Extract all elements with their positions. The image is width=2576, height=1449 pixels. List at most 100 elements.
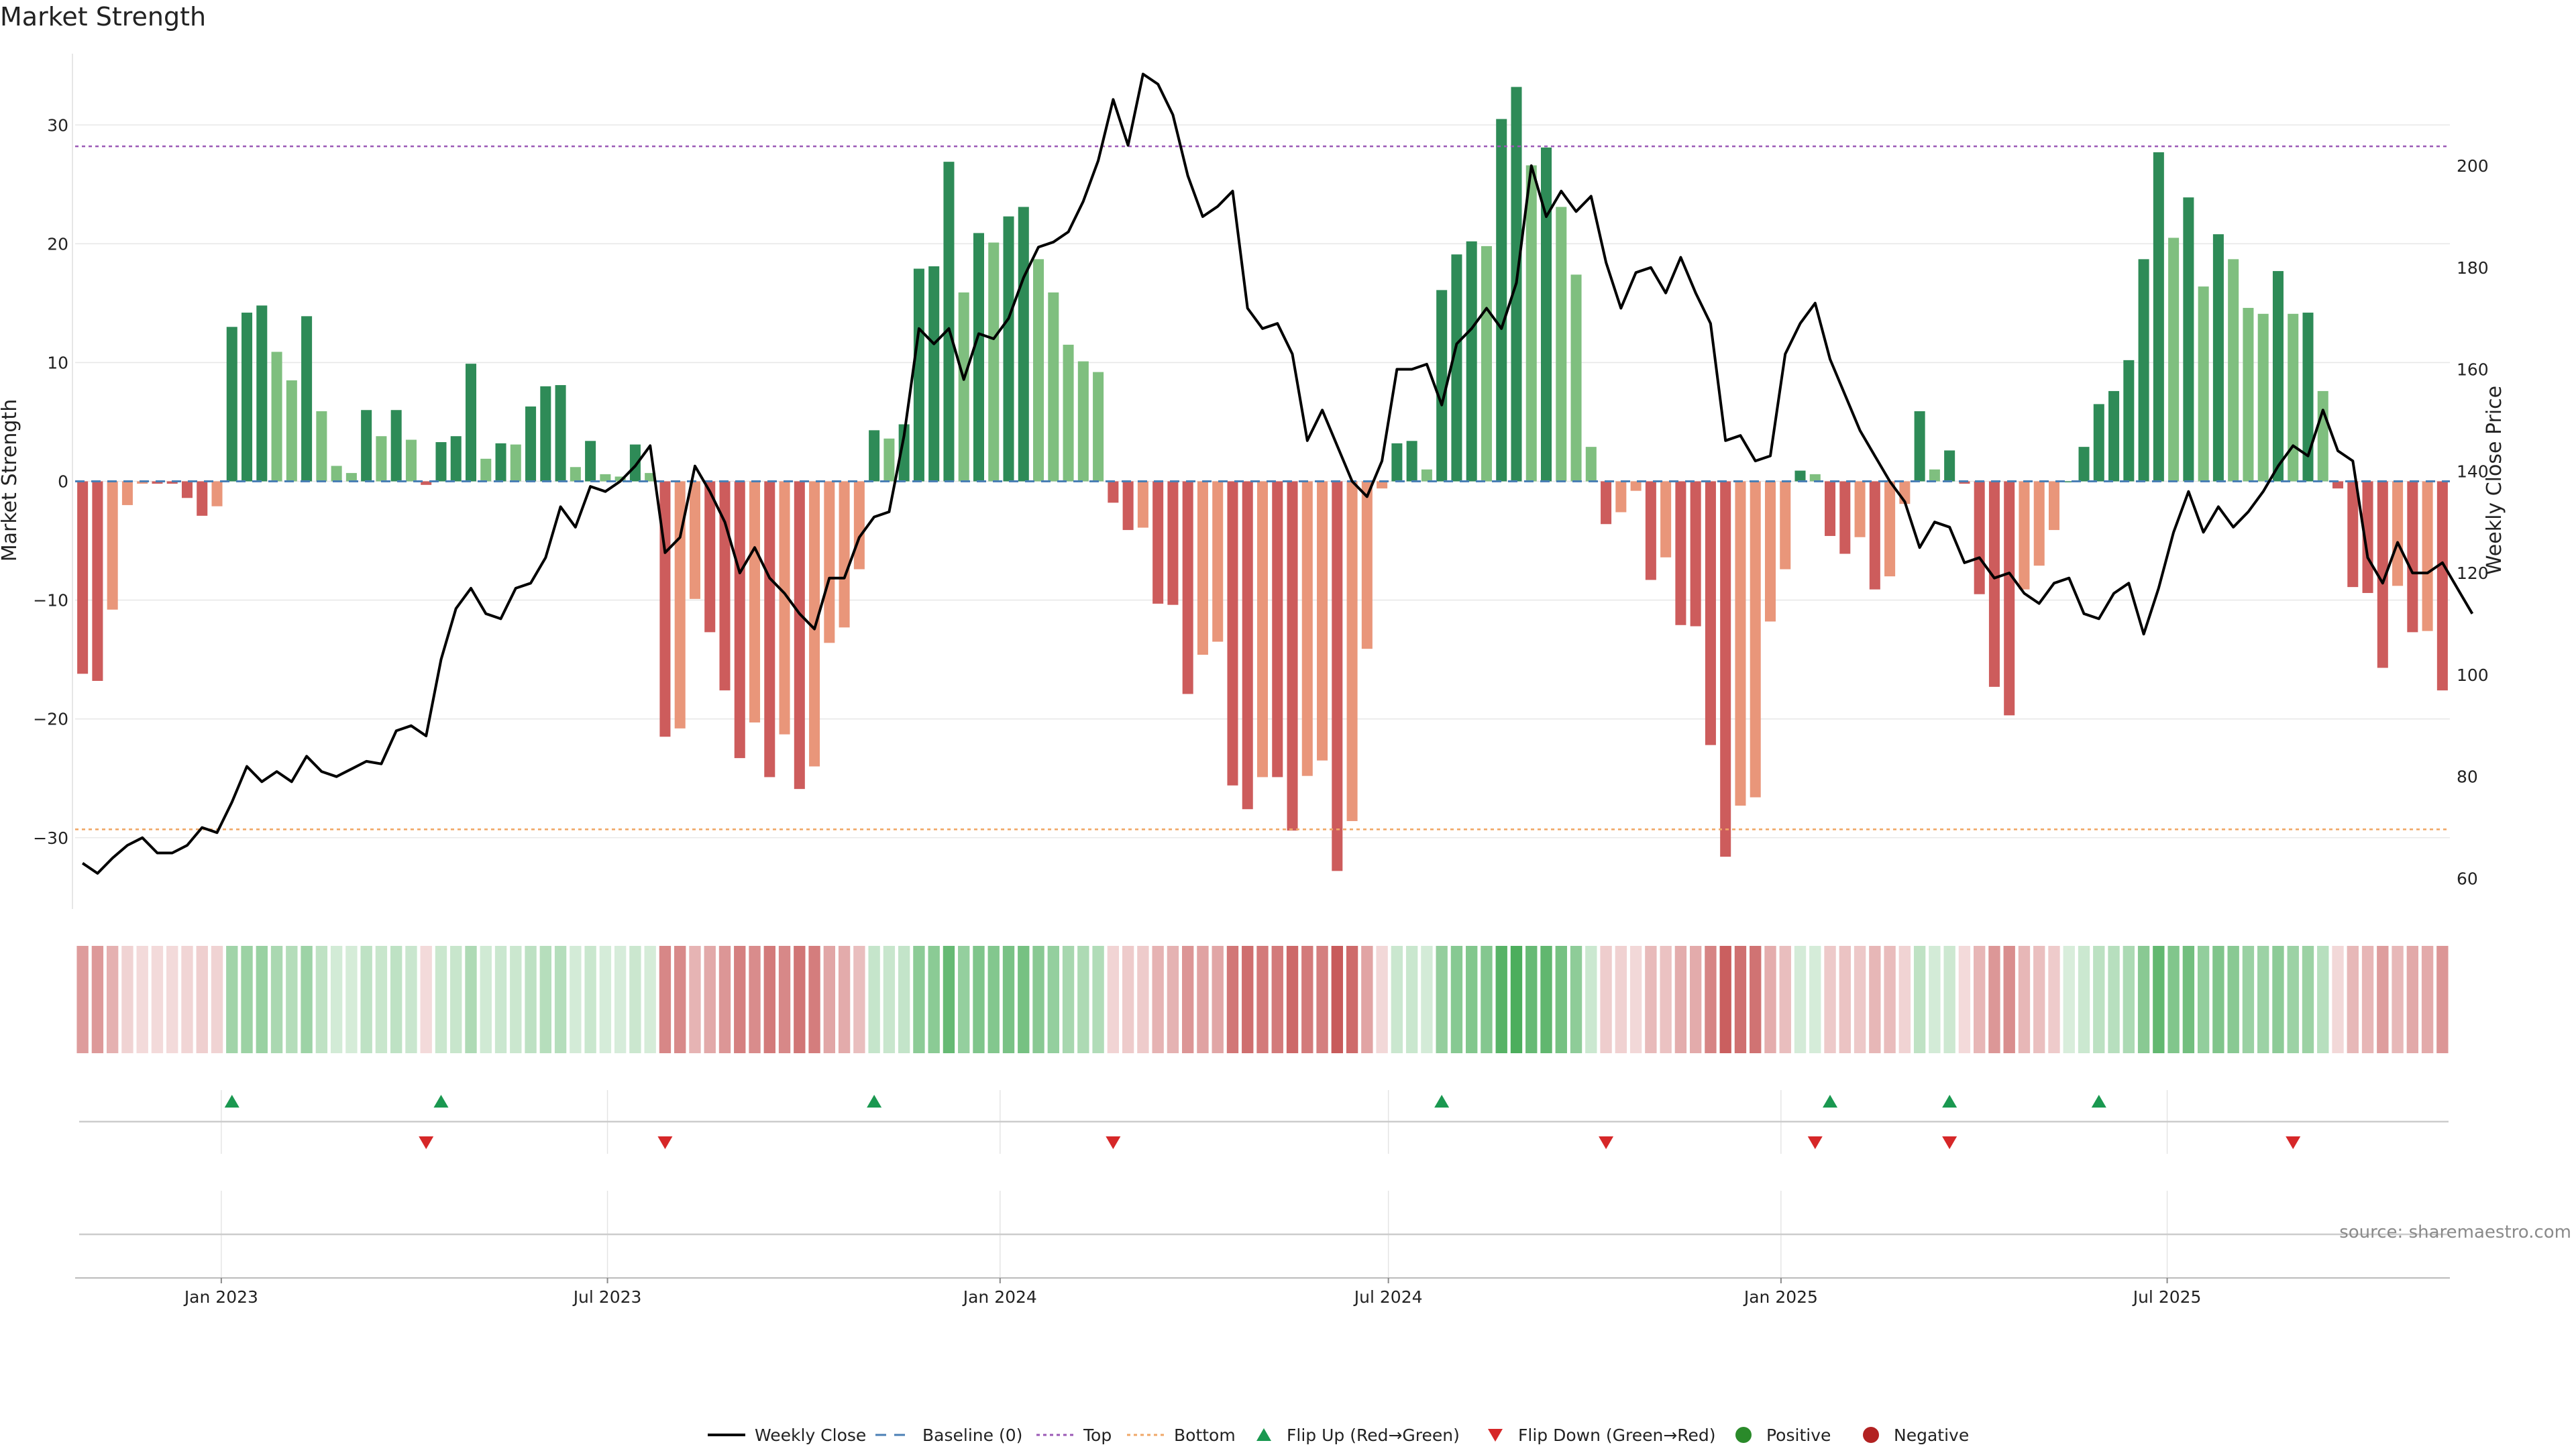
strength-bar bbox=[1018, 207, 1029, 482]
strength-bar bbox=[704, 481, 716, 633]
strength-bar bbox=[839, 481, 850, 628]
y-tick-label: −30 bbox=[33, 828, 68, 848]
strength-bar bbox=[1227, 481, 1238, 786]
heat-cell bbox=[1555, 946, 1567, 1053]
strength-bar bbox=[1272, 481, 1283, 777]
strength-bar bbox=[1212, 481, 1224, 642]
heat-cell bbox=[1525, 946, 1538, 1053]
strength-bar bbox=[2332, 481, 2344, 489]
heat-cell bbox=[1271, 946, 1283, 1053]
heat-cell bbox=[106, 946, 119, 1053]
heat-cell bbox=[1600, 946, 1612, 1053]
y2-tick-label: 160 bbox=[2457, 360, 2489, 380]
flip-up-marker bbox=[2091, 1095, 2106, 1108]
heat-cell bbox=[1510, 946, 1523, 1053]
y2-tick-label: 100 bbox=[2457, 665, 2489, 685]
heat-cell bbox=[405, 946, 417, 1053]
heat-cell bbox=[510, 946, 522, 1053]
heat-cell bbox=[2272, 946, 2284, 1053]
heat-cell bbox=[1286, 946, 1299, 1053]
flip-down-marker bbox=[2286, 1136, 2301, 1149]
heat-cell bbox=[778, 946, 791, 1053]
heat-cell bbox=[794, 946, 806, 1053]
heat-cell bbox=[2153, 946, 2165, 1053]
strength-bar bbox=[107, 481, 118, 610]
strength-bar bbox=[2362, 481, 2373, 593]
heat-cell bbox=[1779, 946, 1791, 1053]
heat-cell bbox=[2317, 946, 2329, 1053]
heat-cell bbox=[689, 946, 701, 1053]
strength-bar bbox=[794, 481, 805, 790]
heat-cell bbox=[196, 946, 208, 1053]
heat-cell bbox=[1854, 946, 1866, 1053]
strength-bar bbox=[1988, 481, 2000, 687]
strength-bar bbox=[2093, 404, 2104, 482]
heat-cell bbox=[1077, 946, 1089, 1053]
legend-label: Top bbox=[1083, 1426, 1112, 1445]
heat-cell bbox=[2167, 946, 2180, 1053]
heat-cell bbox=[226, 946, 238, 1053]
strength-bar bbox=[1735, 481, 1746, 806]
y-tick-label: 20 bbox=[47, 234, 68, 254]
flip-up-marker bbox=[1823, 1095, 1838, 1108]
strength-bar bbox=[1675, 481, 1686, 625]
y-tick-label: −10 bbox=[33, 591, 68, 610]
strength-bar bbox=[331, 466, 342, 482]
heat-cell bbox=[1167, 946, 1179, 1053]
strength-bar bbox=[1421, 469, 1432, 482]
strength-bar bbox=[1361, 481, 1373, 649]
legend-label: Baseline (0) bbox=[922, 1426, 1022, 1445]
y2-tick-label: 60 bbox=[2457, 869, 2478, 888]
strength-bar bbox=[540, 386, 551, 482]
heat-cell bbox=[494, 946, 507, 1053]
strength-bar bbox=[1167, 481, 1179, 605]
heat-cell bbox=[270, 946, 283, 1053]
strength-bar bbox=[1839, 481, 1851, 554]
heat-cell bbox=[539, 946, 552, 1053]
heat-cell bbox=[1809, 946, 1821, 1053]
strength-bar bbox=[600, 474, 611, 482]
y-axis-label: Market Strength bbox=[0, 399, 21, 561]
strength-bar bbox=[898, 424, 910, 482]
heat-cell bbox=[1376, 946, 1388, 1053]
heat-cell bbox=[599, 946, 612, 1053]
heat-cell bbox=[749, 946, 761, 1053]
strength-bar bbox=[2407, 481, 2418, 633]
flip-down-marker bbox=[1807, 1136, 1823, 1149]
heat-cell bbox=[390, 946, 402, 1053]
strength-bar bbox=[555, 385, 566, 482]
heat-cell bbox=[1674, 946, 1687, 1053]
strength-bar bbox=[2377, 481, 2388, 668]
strength-bar bbox=[1377, 481, 1388, 489]
strength-bar bbox=[764, 481, 775, 777]
heat-cell bbox=[420, 946, 432, 1053]
strength-bar bbox=[1481, 246, 1492, 482]
legend-label: Positive bbox=[1766, 1426, 1831, 1445]
strength-bar bbox=[869, 430, 880, 482]
y2-tick-label: 80 bbox=[2457, 767, 2478, 787]
heat-cell bbox=[570, 946, 582, 1053]
flip-down-marker bbox=[657, 1136, 673, 1149]
strength-bar bbox=[2123, 360, 2135, 482]
strength-bar bbox=[1525, 165, 1537, 482]
heat-cell bbox=[91, 946, 104, 1053]
heat-cell bbox=[1615, 946, 1627, 1053]
strength-bar bbox=[1809, 474, 1821, 482]
strength-heat-strip bbox=[76, 946, 2449, 1053]
heat-cell bbox=[480, 946, 492, 1053]
heat-cell bbox=[1405, 946, 1418, 1053]
heat-cell bbox=[256, 946, 268, 1053]
strength-bar bbox=[301, 316, 313, 482]
x-tick-label: Jul 2025 bbox=[2132, 1287, 2202, 1307]
heat-cell bbox=[1062, 946, 1075, 1053]
strength-bar bbox=[853, 481, 865, 570]
heat-cell bbox=[1705, 946, 1717, 1053]
x-tick-label: Jan 2023 bbox=[183, 1287, 258, 1307]
strength-bar bbox=[211, 481, 223, 506]
heat-cell bbox=[2108, 946, 2120, 1053]
heat-cell bbox=[1331, 946, 1344, 1053]
strength-bar bbox=[2243, 307, 2254, 482]
heat-cell bbox=[375, 946, 388, 1053]
heat-cell bbox=[1495, 946, 1507, 1053]
strength-bar bbox=[1585, 447, 1597, 482]
